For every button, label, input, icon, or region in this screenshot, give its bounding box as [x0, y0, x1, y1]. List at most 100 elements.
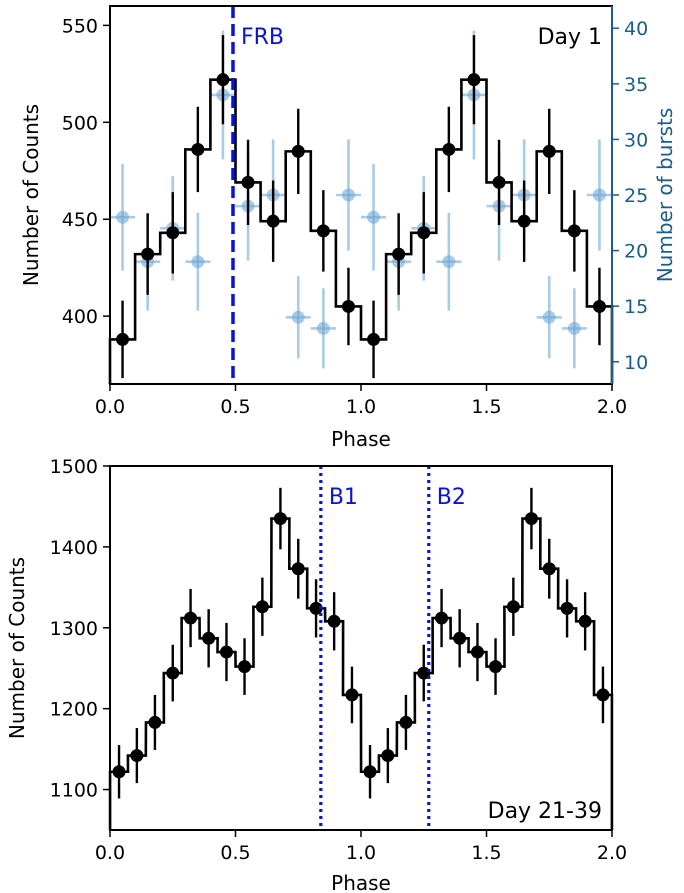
marker-label-b1: B1 — [329, 485, 358, 510]
x-tick-label: 1.0 — [346, 842, 376, 864]
x-tick-label: 2.0 — [597, 396, 627, 418]
x-axis-title: Phase — [331, 427, 391, 451]
count-point — [567, 224, 581, 238]
count-point — [341, 299, 355, 313]
y-tick-label: 1300 — [50, 618, 98, 640]
burst-point — [442, 255, 456, 269]
count-point — [202, 631, 216, 645]
y2-tick-label: 25 — [624, 185, 648, 207]
count-point — [291, 562, 305, 576]
y-tick-label: 1400 — [50, 537, 98, 559]
count-point — [255, 600, 269, 614]
counts-series — [112, 487, 610, 799]
count-point — [266, 214, 280, 228]
count-point — [467, 73, 481, 87]
count-point — [442, 142, 456, 156]
y-tick-label: 1200 — [50, 699, 98, 721]
count-point — [141, 247, 155, 261]
count-point — [524, 512, 538, 526]
count-point — [130, 749, 144, 763]
count-point — [489, 660, 503, 674]
count-point — [592, 299, 606, 313]
count-point — [542, 562, 556, 576]
x-tick-label: 1.0 — [346, 396, 376, 418]
count-point — [291, 144, 305, 158]
burst-point — [567, 321, 581, 335]
count-point — [184, 611, 198, 625]
burst-point — [116, 210, 130, 224]
count-point — [417, 226, 431, 240]
y-tick-label: 400 — [62, 306, 98, 328]
y2-tick-label: 30 — [624, 129, 648, 151]
count-point — [216, 73, 230, 87]
marker-label-frb: FRB — [241, 25, 284, 50]
count-point — [148, 715, 162, 729]
burst-point — [291, 310, 305, 324]
count-point — [166, 666, 180, 680]
burst-point — [316, 321, 330, 335]
count-point — [309, 601, 323, 615]
count-point — [116, 332, 130, 346]
count-point — [241, 175, 255, 189]
count-point — [363, 765, 377, 779]
x-tick-label: 0.5 — [220, 396, 250, 418]
count-point — [435, 611, 449, 625]
count-point — [392, 247, 406, 261]
y2-tick-label: 40 — [624, 18, 648, 40]
marker-label-b2: B2 — [437, 485, 466, 510]
counts-series — [116, 35, 606, 379]
panel-2: 0.0 0.5 1.0 1.5 2.0 1100 1200 1300 1400 1500 Phase… — [5, 456, 627, 893]
burst-point — [191, 255, 205, 269]
count-point — [381, 749, 395, 763]
y-tick-label: 550 — [62, 15, 98, 37]
burst-point — [592, 188, 606, 202]
x-tick-label: 0.5 — [220, 842, 250, 864]
y-tick-label: 500 — [62, 112, 98, 134]
count-point — [506, 600, 520, 614]
panel-1: 0.0 0.5 1.0 1.5 2.0 400 450 500 550 10 15 20 25 30 35 4… — [19, 5, 677, 451]
count-point — [596, 688, 610, 702]
count-point — [219, 645, 233, 659]
x-tick-label: 2.0 — [597, 842, 627, 864]
count-point — [470, 645, 484, 659]
count-point — [345, 688, 359, 702]
y2-axis-title: Number of bursts — [653, 108, 677, 283]
y-tick-label: 450 — [62, 209, 98, 231]
count-point — [578, 614, 592, 628]
count-point — [327, 614, 341, 628]
count-point — [316, 224, 330, 238]
count-point — [238, 660, 252, 674]
y-tick-label: 1500 — [50, 456, 98, 478]
burst-point — [341, 188, 355, 202]
plot-frame — [109, 465, 613, 831]
count-point — [453, 631, 467, 645]
count-point — [399, 715, 413, 729]
count-point — [542, 144, 556, 158]
counts-step-line — [108, 78, 614, 384]
count-point — [560, 601, 574, 615]
count-point — [191, 142, 205, 156]
x-tick-label: 1.5 — [471, 842, 501, 864]
count-point — [112, 765, 126, 779]
y-axis-title: Number of Counts — [5, 557, 29, 739]
y2-tick-label: 15 — [624, 296, 648, 318]
count-point — [417, 666, 431, 680]
x-tick-label: 1.5 — [471, 396, 501, 418]
counts-step-line — [108, 517, 614, 830]
count-point — [517, 214, 531, 228]
panel-label: Day 1 — [538, 25, 602, 50]
count-point — [273, 512, 287, 526]
y-axis-title: Number of Counts — [19, 104, 43, 286]
count-point — [492, 175, 506, 189]
x-tick-label: 0.0 — [95, 396, 125, 418]
count-point — [166, 226, 180, 240]
count-point — [367, 332, 381, 346]
y-tick-label: 1100 — [50, 780, 98, 802]
burst-point — [542, 310, 556, 324]
y2-tick-label: 10 — [624, 352, 648, 374]
burst-point — [367, 210, 381, 224]
x-tick-label: 0.0 — [95, 842, 125, 864]
panel-label: Day 21-39 — [488, 799, 602, 824]
x-axis-title: Phase — [331, 871, 391, 893]
